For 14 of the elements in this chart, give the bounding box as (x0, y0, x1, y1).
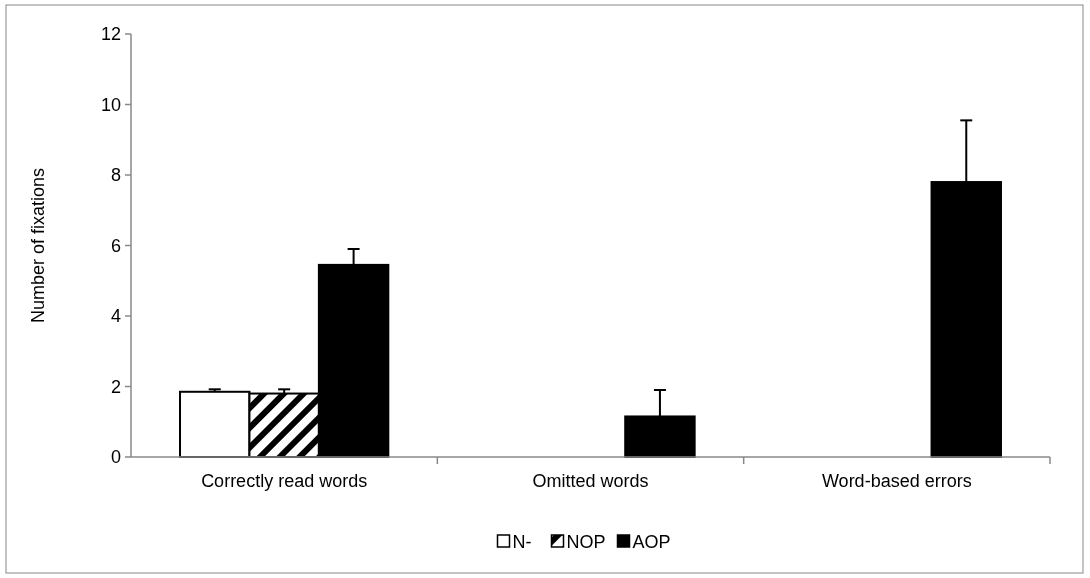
x-tick-label: Word-based errors (821, 471, 972, 491)
y-tick-label: 10 (100, 94, 121, 115)
y-axis-title: Number of fixations (28, 167, 48, 324)
y-tick-label: 6 (110, 235, 121, 256)
x-tick-label: Omitted words (532, 471, 649, 491)
legend-label: AOP (632, 532, 671, 552)
y-tick-label: 2 (110, 376, 121, 397)
y-tick-label: 8 (110, 165, 121, 186)
y-tick-label: 4 (110, 306, 121, 327)
y-tick-label: 0 (110, 447, 121, 468)
legend-label: NOP (566, 532, 606, 552)
legend-label: N- (512, 532, 532, 552)
y-tick-label: 12 (100, 24, 121, 45)
x-tick-label: Correctly read words (201, 471, 368, 491)
